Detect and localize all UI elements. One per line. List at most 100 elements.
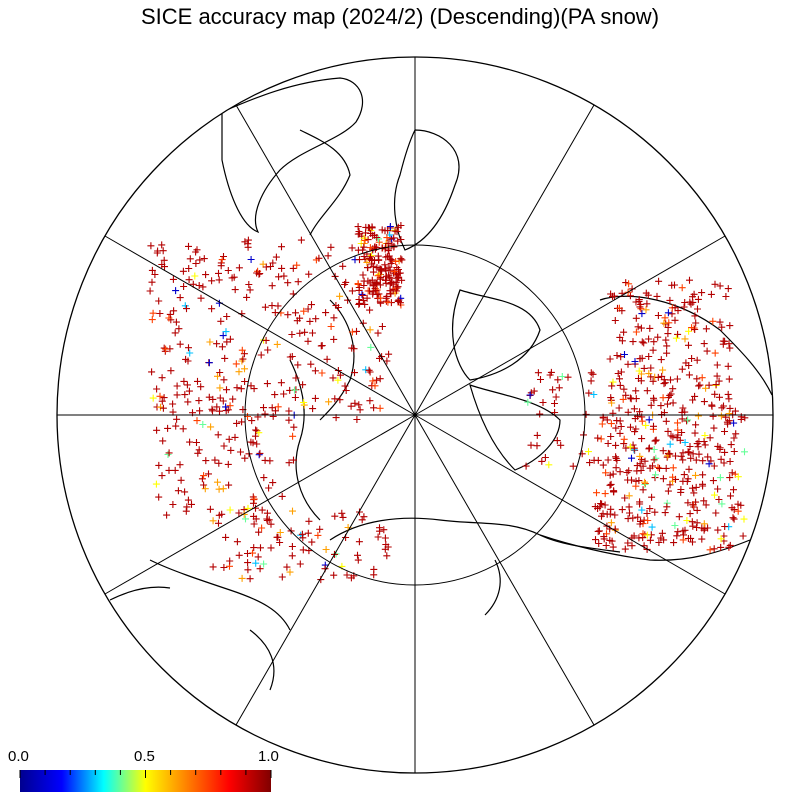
accuracy-marker bbox=[642, 306, 650, 314]
accuracy-marker bbox=[360, 282, 368, 289]
accuracy-marker bbox=[213, 340, 221, 348]
accuracy-marker bbox=[354, 551, 361, 559]
accuracy-marker bbox=[223, 313, 231, 320]
accuracy-marker bbox=[278, 492, 286, 500]
accuracy-marker bbox=[285, 407, 293, 415]
accuracy-marker bbox=[183, 381, 191, 389]
accuracy-marker bbox=[244, 236, 252, 244]
accuracy-marker bbox=[673, 375, 681, 383]
accuracy-marker bbox=[659, 366, 667, 374]
accuracy-marker bbox=[671, 522, 679, 529]
accuracy-marker bbox=[624, 539, 632, 547]
accuracy-marker bbox=[687, 454, 695, 462]
accuracy-marker bbox=[205, 393, 213, 401]
accuracy-marker bbox=[390, 267, 398, 275]
accuracy-marker bbox=[238, 346, 246, 354]
accuracy-marker bbox=[297, 236, 305, 244]
accuracy-marker bbox=[698, 374, 706, 382]
accuracy-marker bbox=[617, 368, 625, 376]
accuracy-marker bbox=[701, 432, 709, 439]
accuracy-marker bbox=[612, 464, 620, 472]
accuracy-marker bbox=[659, 394, 667, 402]
accuracy-marker bbox=[634, 513, 642, 521]
accuracy-marker bbox=[720, 402, 727, 410]
accuracy-marker bbox=[375, 235, 382, 243]
accuracy-marker bbox=[706, 434, 714, 442]
accuracy-marker bbox=[538, 457, 546, 465]
accuracy-marker bbox=[674, 528, 682, 536]
accuracy-marker bbox=[685, 341, 692, 349]
accuracy-marker bbox=[709, 317, 717, 325]
accuracy-marker bbox=[226, 335, 234, 343]
accuracy-marker bbox=[730, 419, 738, 427]
accuracy-marker bbox=[370, 404, 378, 412]
accuracy-marker bbox=[655, 539, 663, 546]
accuracy-marker bbox=[366, 287, 373, 295]
accuracy-marker bbox=[680, 303, 688, 311]
accuracy-marker bbox=[307, 360, 315, 368]
accuracy-marker bbox=[726, 404, 734, 412]
accuracy-marker bbox=[315, 254, 323, 262]
accuracy-marker bbox=[277, 379, 285, 387]
accuracy-marker bbox=[278, 243, 285, 251]
accuracy-marker bbox=[616, 375, 623, 383]
accuracy-marker bbox=[202, 457, 210, 465]
accuracy-marker bbox=[614, 370, 622, 377]
accuracy-marker bbox=[314, 531, 322, 539]
accuracy-marker bbox=[624, 515, 632, 523]
accuracy-marker bbox=[173, 391, 181, 399]
accuracy-marker bbox=[393, 274, 401, 282]
accuracy-marker bbox=[364, 236, 372, 244]
accuracy-marker bbox=[609, 378, 617, 386]
accuracy-marker bbox=[641, 478, 649, 486]
accuracy-marker bbox=[658, 529, 666, 537]
accuracy-marker bbox=[647, 364, 655, 372]
accuracy-marker bbox=[674, 330, 682, 338]
accuracy-marker bbox=[180, 377, 188, 385]
meridian-line bbox=[235, 104, 416, 416]
accuracy-marker bbox=[612, 453, 620, 461]
graticule bbox=[57, 57, 773, 773]
accuracy-marker bbox=[616, 468, 624, 476]
accuracy-marker bbox=[549, 386, 557, 394]
accuracy-marker bbox=[322, 546, 330, 553]
accuracy-marker bbox=[155, 297, 163, 305]
accuracy-marker bbox=[725, 375, 733, 383]
accuracy-marker bbox=[627, 423, 634, 431]
accuracy-marker bbox=[625, 467, 633, 475]
accuracy-marker bbox=[664, 309, 672, 317]
accuracy-marker bbox=[312, 315, 320, 323]
accuracy-marker bbox=[169, 400, 177, 408]
accuracy-marker bbox=[610, 292, 618, 300]
accuracy-marker bbox=[207, 423, 215, 431]
accuracy-marker bbox=[681, 335, 689, 343]
accuracy-marker bbox=[608, 399, 616, 407]
accuracy-marker bbox=[739, 532, 747, 540]
accuracy-marker bbox=[330, 314, 338, 322]
accuracy-marker bbox=[378, 323, 386, 330]
accuracy-marker bbox=[278, 573, 286, 581]
accuracy-marker bbox=[385, 350, 393, 358]
accuracy-marker bbox=[378, 266, 386, 274]
accuracy-marker bbox=[304, 305, 312, 313]
accuracy-marker bbox=[386, 266, 394, 274]
accuracy-marker bbox=[659, 475, 667, 483]
accuracy-marker bbox=[725, 395, 733, 403]
accuracy-marker bbox=[661, 379, 669, 387]
accuracy-marker bbox=[624, 360, 632, 368]
accuracy-marker bbox=[387, 274, 395, 282]
accuracy-marker bbox=[334, 376, 342, 384]
accuracy-marker bbox=[348, 328, 356, 336]
accuracy-marker bbox=[598, 420, 606, 428]
accuracy-marker bbox=[224, 267, 232, 274]
accuracy-marker bbox=[216, 394, 224, 402]
accuracy-marker bbox=[356, 299, 363, 307]
accuracy-marker bbox=[718, 323, 726, 331]
accuracy-marker bbox=[595, 540, 603, 547]
accuracy-marker bbox=[607, 420, 615, 428]
accuracy-marker bbox=[170, 307, 178, 315]
accuracy-marker bbox=[527, 441, 535, 449]
accuracy-marker bbox=[330, 571, 338, 579]
accuracy-marker bbox=[639, 530, 647, 538]
accuracy-marker bbox=[612, 424, 620, 432]
